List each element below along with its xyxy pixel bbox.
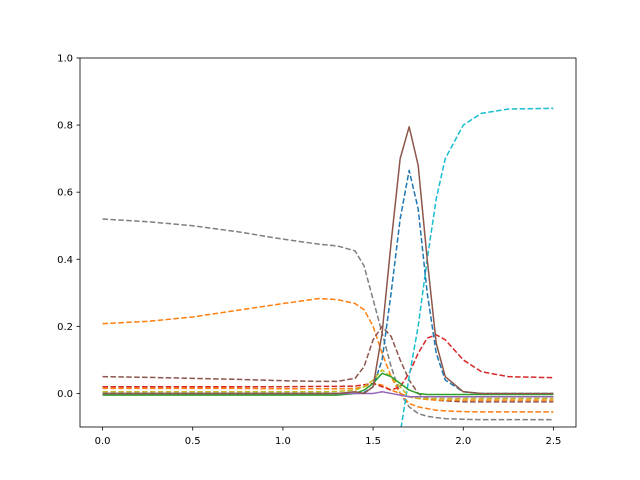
series-line xyxy=(102,382,554,401)
x-tick-label: 2.5 xyxy=(546,436,562,447)
y-tick-label: 0.2 xyxy=(57,322,73,333)
x-tick-label: 1.0 xyxy=(275,436,291,447)
series-line xyxy=(102,325,554,403)
series-line xyxy=(102,218,554,421)
plot-area xyxy=(102,107,554,427)
y-tick-label: 0.0 xyxy=(57,389,73,400)
y-tick-label: 0.8 xyxy=(57,121,73,132)
axes-frame xyxy=(79,57,577,428)
series-line xyxy=(102,372,554,396)
y-tick-label: 0.4 xyxy=(57,255,73,266)
series-line xyxy=(400,107,554,427)
x-tick-label: 2.0 xyxy=(455,436,471,447)
y-tick-label: 0.6 xyxy=(57,188,73,199)
series-line xyxy=(102,126,554,395)
x-tick-label: 0.0 xyxy=(95,436,111,447)
series-line xyxy=(102,334,554,391)
series-line xyxy=(102,297,554,413)
x-tick-label: 0.5 xyxy=(185,436,201,447)
series-line xyxy=(102,169,554,395)
series-line xyxy=(102,369,554,400)
y-tick-label: 1.0 xyxy=(57,54,73,65)
x-tick-label: 1.5 xyxy=(365,436,381,447)
